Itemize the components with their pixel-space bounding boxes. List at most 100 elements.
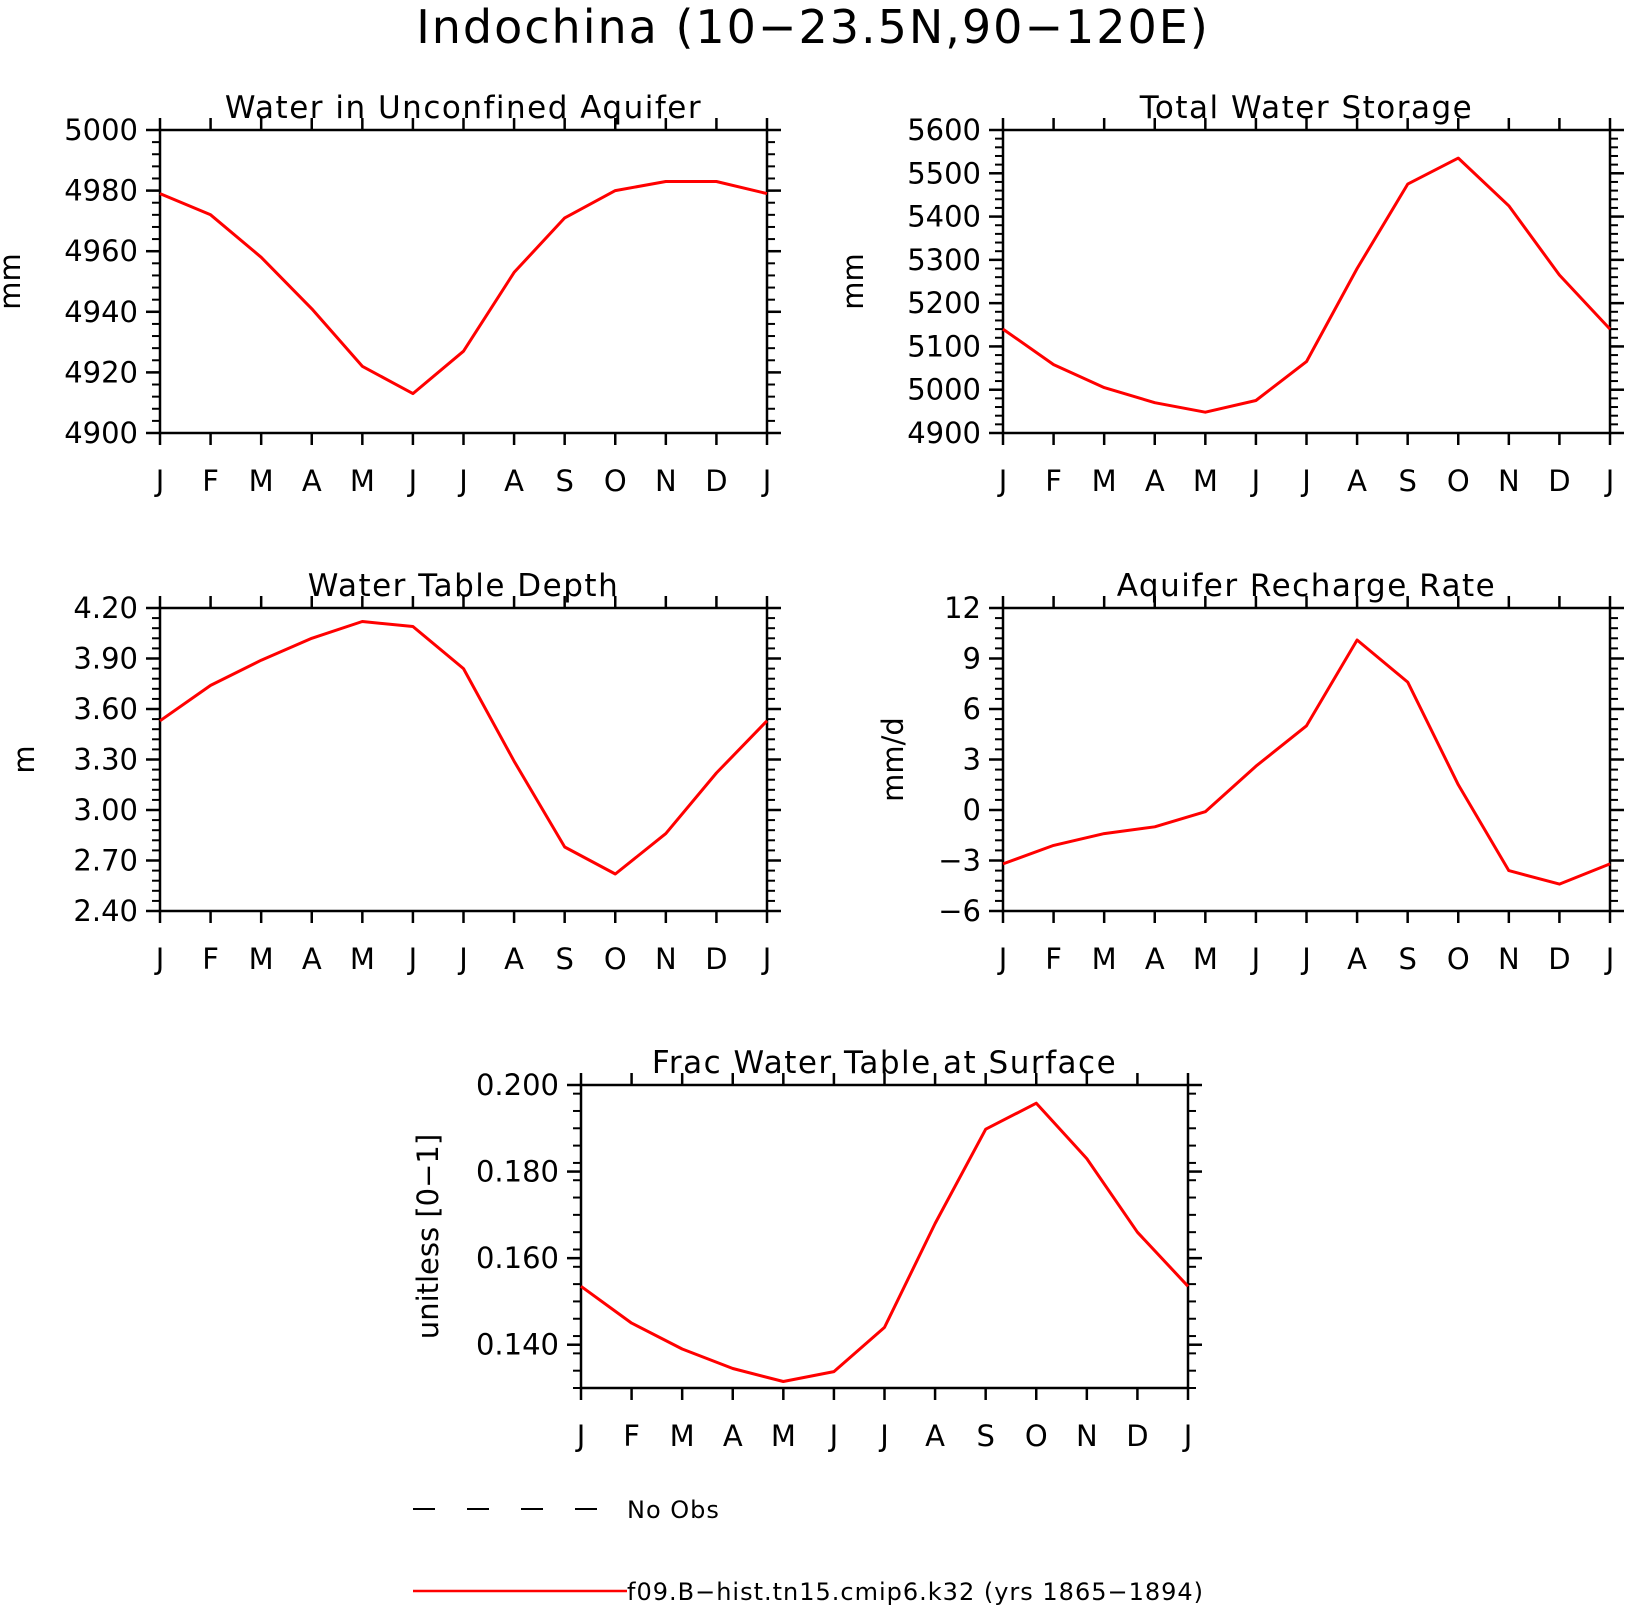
x-tick-label: J	[761, 942, 772, 976]
x-tick-label: N	[655, 464, 677, 498]
x-tick-label: N	[1498, 464, 1520, 498]
y-tick-label: 5000	[64, 113, 138, 147]
y-tick-label: 5600	[907, 113, 981, 147]
y-tick-label: 3.00	[73, 793, 138, 827]
y-tick-label: 0.200	[476, 1068, 559, 1102]
plot-frame	[1001, 606, 1612, 913]
x-tick-label: F	[202, 464, 219, 498]
x-tick-label: J	[154, 464, 165, 498]
legend-obs-label: No Obs	[627, 1496, 720, 1524]
x-tick-label: S	[1398, 942, 1416, 976]
x-tick-label: A	[504, 942, 524, 976]
x-tick-label: O	[604, 464, 627, 498]
x-tick-label: D	[1548, 942, 1570, 976]
x-tick-label: M	[1092, 942, 1117, 976]
x-tick-label: J	[457, 942, 468, 976]
y-tick-label: 3.60	[73, 692, 138, 726]
x-tick-label: S	[555, 464, 573, 498]
x-tick-label: N	[1498, 942, 1520, 976]
x-tick-label: J	[997, 464, 1008, 498]
y-tick-label: 4920	[64, 355, 138, 389]
x-tick-label: M	[670, 1419, 695, 1453]
y-tick-label: 12	[944, 591, 981, 625]
x-tick-label: D	[1548, 464, 1570, 498]
x-tick-label: J	[1250, 942, 1261, 976]
x-tick-label: N	[1076, 1419, 1098, 1453]
x-tick-label: O	[604, 942, 627, 976]
x-tick-label: M	[350, 942, 375, 976]
panel-frac-water-table-at-surface: Frac Water Table at Surface0.1400.1600.1…	[411, 1045, 1202, 1453]
x-tick-label: A	[925, 1419, 945, 1453]
x-tick-label: J	[154, 942, 165, 976]
x-tick-label: J	[575, 1419, 586, 1453]
x-tick-label: M	[249, 464, 274, 498]
x-tick-label: A	[302, 464, 322, 498]
panel-total-water-storage: Total Water Storage490050005100520053005…	[836, 90, 1624, 498]
plot-frame	[158, 606, 769, 913]
x-tick-label: A	[302, 942, 322, 976]
x-tick-label: M	[249, 942, 274, 976]
y-tick-label: 4980	[64, 174, 138, 208]
x-tick-label: J	[761, 464, 772, 498]
x-tick-label: F	[202, 942, 219, 976]
plot-frame	[158, 128, 769, 435]
y-tick-label: 0.160	[476, 1241, 559, 1275]
x-tick-label: O	[1447, 464, 1470, 498]
x-tick-label: F	[1045, 464, 1062, 498]
chart-panels: Water in Unconfined Aquifer4900492049404…	[0, 90, 1624, 1453]
x-tick-label: J	[1182, 1419, 1193, 1453]
x-tick-label: J	[407, 464, 418, 498]
legend: No Obs f09.B−hist.tn15.cmip6.k32 (yrs 18…	[413, 1496, 1203, 1606]
x-tick-label: J	[878, 1419, 889, 1453]
x-tick-label: J	[1300, 942, 1311, 976]
x-tick-label: M	[1092, 464, 1117, 498]
x-tick-label: S	[976, 1419, 994, 1453]
y-tick-label: 9	[963, 642, 981, 676]
x-tick-label: A	[723, 1419, 743, 1453]
x-tick-label: J	[1300, 464, 1311, 498]
x-tick-label: A	[1347, 942, 1367, 976]
y-tick-label: 2.40	[73, 894, 138, 928]
y-tick-label: 4900	[907, 416, 981, 450]
x-tick-label: M	[1193, 942, 1218, 976]
y-tick-label: 3.30	[73, 743, 138, 777]
x-tick-label: D	[705, 942, 727, 976]
y-tick-label: 6	[963, 692, 981, 726]
y-axis-label: m	[7, 745, 41, 773]
y-tick-label: 2.70	[73, 844, 138, 878]
x-tick-label: M	[350, 464, 375, 498]
y-tick-label: 5000	[907, 373, 981, 407]
x-tick-label: A	[504, 464, 524, 498]
y-tick-label: 4940	[64, 295, 138, 329]
series-line-model	[580, 1101, 1190, 1383]
series-line-model	[159, 620, 769, 876]
y-axis-label: mm	[836, 253, 870, 310]
x-tick-label: A	[1145, 464, 1165, 498]
x-tick-label: N	[655, 942, 677, 976]
series-line-model	[159, 180, 768, 396]
x-tick-label: J	[407, 942, 418, 976]
x-tick-label: A	[1145, 942, 1165, 976]
y-tick-label: 4900	[64, 416, 138, 450]
y-tick-label: 3	[963, 743, 981, 777]
y-tick-label: −6	[938, 894, 981, 928]
page-title: Indochina (10−23.5N,90−120E)	[416, 0, 1210, 54]
y-tick-label: 5400	[907, 200, 981, 234]
y-tick-label: 3.90	[73, 642, 138, 676]
y-tick-label: 5200	[907, 286, 981, 320]
y-axis-label: mm	[0, 253, 27, 310]
y-tick-label: 0.140	[476, 1328, 559, 1362]
x-tick-label: J	[828, 1419, 839, 1453]
legend-model-entry: f09.B−hist.tn15.cmip6.k32 (yrs 1865−1894…	[413, 1578, 1203, 1606]
panel-water-table-depth: Water Table Depth2.402.703.003.303.603.9…	[7, 568, 781, 976]
x-tick-label: M	[1193, 464, 1218, 498]
y-axis-label: unitless [0−1]	[411, 1134, 445, 1339]
y-tick-label: 5300	[907, 243, 981, 277]
y-tick-label: 5500	[907, 156, 981, 190]
x-tick-label: O	[1447, 942, 1470, 976]
x-tick-label: O	[1025, 1419, 1048, 1453]
x-tick-label: J	[1250, 464, 1261, 498]
x-tick-label: J	[1604, 464, 1615, 498]
